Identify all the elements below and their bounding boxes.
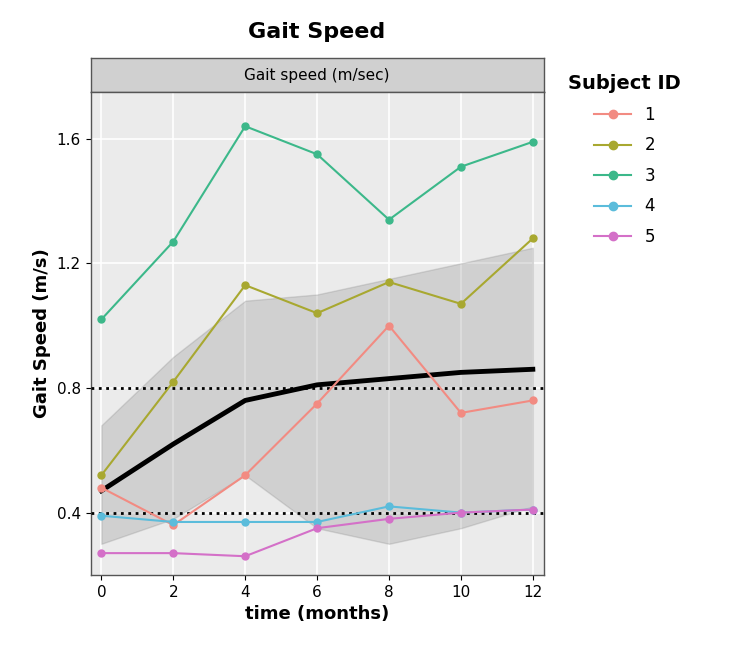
X-axis label: time (months): time (months) xyxy=(245,605,390,623)
2 xyxy=(313,309,322,317)
2 xyxy=(456,300,465,307)
3 xyxy=(528,138,538,146)
1 xyxy=(241,472,250,479)
Text: Gait Speed: Gait Speed xyxy=(248,23,386,42)
1 xyxy=(384,322,393,329)
1 xyxy=(97,484,106,492)
3 xyxy=(97,315,106,323)
3 xyxy=(313,151,322,158)
Line: 5: 5 xyxy=(98,506,536,559)
Line: 3: 3 xyxy=(98,123,536,323)
4 xyxy=(313,518,322,526)
4 xyxy=(528,506,538,514)
Legend: 1, 2, 3, 4, 5: 1, 2, 3, 4, 5 xyxy=(562,68,688,253)
2 xyxy=(97,472,106,479)
1 xyxy=(456,409,465,417)
1 xyxy=(169,521,178,529)
4 xyxy=(169,518,178,526)
5 xyxy=(169,549,178,557)
5 xyxy=(97,549,106,557)
Y-axis label: Gait Speed (m/s): Gait Speed (m/s) xyxy=(33,249,51,419)
Text: Gait speed (m/sec): Gait speed (m/sec) xyxy=(245,68,390,83)
5 xyxy=(456,509,465,517)
2 xyxy=(169,378,178,386)
4 xyxy=(241,518,250,526)
3 xyxy=(456,163,465,171)
2 xyxy=(241,281,250,289)
5 xyxy=(313,525,322,532)
5 xyxy=(528,506,538,514)
2 xyxy=(528,234,538,242)
Line: 1: 1 xyxy=(98,322,536,528)
4 xyxy=(456,509,465,517)
2 xyxy=(384,278,393,286)
1 xyxy=(313,400,322,408)
3 xyxy=(384,216,393,224)
Line: 4: 4 xyxy=(98,503,536,525)
Line: 2: 2 xyxy=(98,235,536,479)
3 xyxy=(241,122,250,130)
5 xyxy=(241,552,250,560)
4 xyxy=(384,503,393,510)
4 xyxy=(97,512,106,519)
5 xyxy=(384,515,393,523)
1 xyxy=(528,397,538,404)
3 xyxy=(169,238,178,245)
